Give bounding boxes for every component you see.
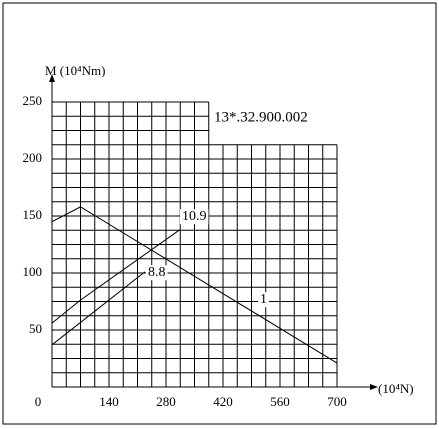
label-background xyxy=(180,209,209,225)
label-background xyxy=(258,292,269,308)
series-label: 8.8 xyxy=(148,265,166,280)
y-tick-label: 150 xyxy=(23,207,43,222)
y-tick-label: 100 xyxy=(23,264,43,279)
x-tick-label: 280 xyxy=(156,394,176,409)
label-background xyxy=(146,265,168,281)
series-label: 1 xyxy=(260,292,267,307)
series-label: 10.9 xyxy=(182,209,207,224)
y-tick-label: 50 xyxy=(29,321,42,336)
code-label: 13*.32.900.002 xyxy=(214,109,308,125)
x-tick-label: 560 xyxy=(270,394,290,409)
frame xyxy=(2,2,437,425)
y-axis-arrow xyxy=(49,74,55,82)
x-tick-label: 420 xyxy=(213,394,233,409)
x-tick-label: 700 xyxy=(327,394,347,409)
y-tick-label: 200 xyxy=(23,150,43,165)
y-axis-label: M (10⁴Nm) xyxy=(45,63,106,78)
x-tick-label: 140 xyxy=(99,394,119,409)
x-axis-label: (10⁴N) xyxy=(378,381,414,396)
x-axis-arrow xyxy=(370,384,378,390)
x-tick-label: 0 xyxy=(35,394,42,409)
series-line xyxy=(51,206,338,364)
series-line xyxy=(51,271,146,346)
series-line xyxy=(51,229,181,324)
y-tick-label: 250 xyxy=(23,93,43,108)
